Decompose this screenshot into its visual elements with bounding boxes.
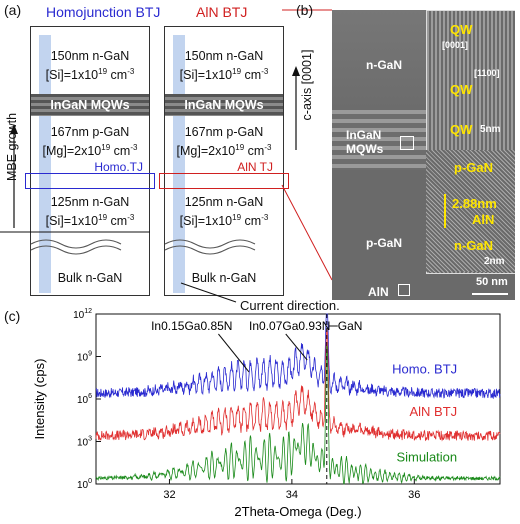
inset-qw-2: QW <box>450 82 473 97</box>
homo-layer2-doping: [Mg]=2x1019 cm-3 <box>42 143 138 159</box>
homo-stack: 150nm n-GaN [Si]=1x1019 cm-3 InGaN MQWs … <box>25 26 155 296</box>
aln-layer1: 150nm n-GaN [Si]=1x1019 cm-3 <box>165 49 283 83</box>
y-tick-label: 103 <box>77 436 92 449</box>
series-line-aln-btj <box>95 328 501 442</box>
homo-layer1-title: 150nm n-GaN <box>50 49 130 63</box>
tem-scale-50-bar <box>472 293 508 295</box>
homo-layer2: 167nm p-GaN [Mg]=2x1019 cm-3 <box>31 125 149 159</box>
inset-qw-1: QW <box>450 22 473 37</box>
aln-layer3: 125nm n-GaN [Si]=1x1019 cm-3 <box>165 195 283 229</box>
inset-scale-5nm: 5nm <box>480 124 501 135</box>
inset-p-gan: p-GaN <box>454 160 493 175</box>
aln-layer2: 167nm p-GaN [Mg]=2x1019 cm-3 <box>165 125 283 159</box>
x-axis-label: 2Theta-Omega (Deg.) <box>234 504 361 519</box>
tem-inset-bottom <box>426 150 515 272</box>
y-tick-label: 1012 <box>73 308 92 321</box>
inset-dir-1100: [1100] <box>474 68 500 78</box>
series-line-simulation <box>95 345 501 485</box>
homo-tj-box <box>25 173 155 189</box>
homo-layer2-title: 167nm p-GaN <box>50 125 130 139</box>
homo-bulk: Bulk n-GaN <box>57 271 123 285</box>
tem-aln: AlN <box>368 285 389 299</box>
tem-mqw-box <box>400 136 414 150</box>
homo-layer3-title: 125nm n-GaN <box>50 195 130 209</box>
homo-mqw: InGaN MQWs <box>31 94 149 116</box>
annotation-arrow-in015 <box>218 333 250 373</box>
aln-mqw: InGaN MQWs <box>165 94 283 116</box>
aln-thickness-arrow <box>444 194 446 228</box>
y-axis-label: Intensity (cps) <box>32 359 47 440</box>
inset-aln-thickness: 2.88nm <box>452 196 497 211</box>
tem-aln-box <box>398 284 410 296</box>
annotation-gan: GaN <box>338 319 363 333</box>
homo-layer3-doping: [Si]=1x1019 cm-3 <box>45 213 135 229</box>
inset-dir-0001: [0001] <box>442 40 469 50</box>
inset-scale-2nm: 2nm <box>484 256 505 267</box>
x-tick-label: 32 <box>163 489 175 501</box>
legend-aln-btj: AlN BTJ <box>409 404 457 419</box>
xrd-chart: 32 34 36 100 103 106 109 1012 2Theta-Omega (Deg.… <box>32 308 501 519</box>
tem-n-gan: n-GaN <box>366 58 402 72</box>
homo-title: Homojunction BTJ <box>46 4 161 20</box>
homo-layer1: 150nm n-GaN [Si]=1x1019 cm-3 <box>31 49 149 83</box>
aln-layer2-title: 167nm p-GaN <box>184 125 264 139</box>
annotation-arrow-in007 <box>285 333 308 361</box>
tem-mqws: MQWs <box>346 142 384 156</box>
tem-p-gan: p-GaN <box>366 236 402 250</box>
homo-layer1-doping: [Si]=1x1019 cm-3 <box>45 67 135 83</box>
tem-image: n-GaN InGaN MQWs p-GaN AlN 50 nm QW [000… <box>332 10 515 300</box>
aln-layer1-doping: [Si]=1x1019 cm-3 <box>179 67 269 83</box>
aln-layer2-doping: [Mg]=2x1019 cm-3 <box>176 143 272 159</box>
aln-tj-box <box>159 173 289 189</box>
aln-title: AlN BTJ <box>196 4 248 20</box>
x-tick-label: 34 <box>286 489 298 501</box>
y-tick-label: 106 <box>77 393 92 406</box>
legend-homo-btj: Homo. BTJ <box>392 362 457 377</box>
panel-a-overlay <box>0 9 332 303</box>
current-direction-label: Current direction. <box>240 298 340 313</box>
inset-n-gan: n-GaN <box>454 238 493 253</box>
annotation-in015: In0.15Ga0.85N <box>151 319 232 333</box>
aln-layer3-title: 125nm n-GaN <box>184 195 264 209</box>
panel-a-label: (a) <box>4 2 22 18</box>
aln-tj-label: AlN TJ <box>237 160 273 174</box>
panel-b-label: (b) <box>296 2 314 18</box>
aln-layer1-title: 150nm n-GaN <box>184 49 264 63</box>
annotation-in007: In0.07Ga0.93N <box>249 319 330 333</box>
mbe-growth-label: MBE growth <box>5 112 19 182</box>
legend-simulation: Simulation <box>396 449 457 464</box>
aln-bulk: Bulk n-GaN <box>191 271 257 285</box>
c-axis-label: c-axis [0001] <box>300 49 314 121</box>
homo-layer3: 125nm n-GaN [Si]=1x1019 cm-3 <box>31 195 149 229</box>
inset-aln: AlN <box>472 212 495 227</box>
y-tick-label: 100 <box>77 478 92 491</box>
panel-c-label: (c) <box>4 308 21 324</box>
series-line-homo-btj <box>95 313 501 400</box>
y-tick-label: 109 <box>77 351 92 364</box>
aln-layer3-doping: [Si]=1x1019 cm-3 <box>179 213 269 229</box>
homo-tj-label: Homo.TJ <box>94 160 143 174</box>
inset-qw-3: QW <box>450 122 473 137</box>
tem-scale-50: 50 nm <box>476 276 508 288</box>
tem-ingan: InGaN <box>346 128 382 142</box>
x-tick-label: 36 <box>408 489 420 501</box>
